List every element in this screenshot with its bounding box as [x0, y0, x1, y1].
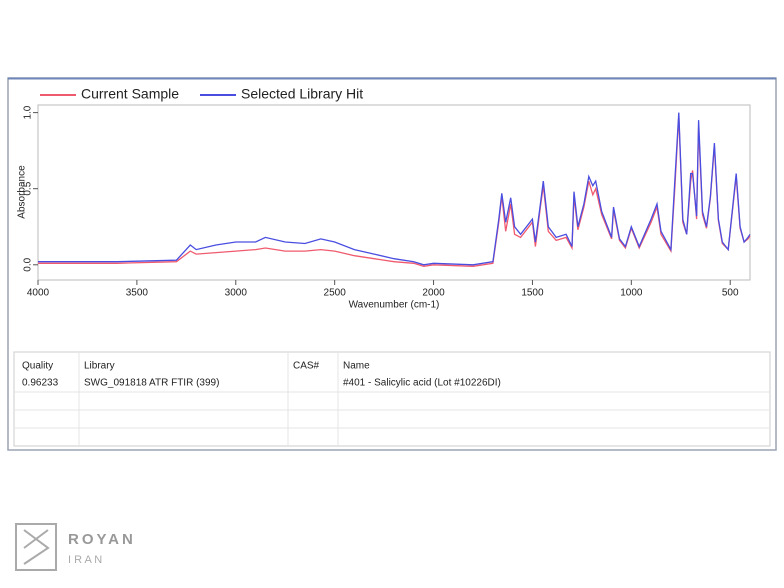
table-grid: [14, 352, 770, 446]
column-header: Quality: [22, 361, 53, 372]
x-tick-label: 3500: [126, 288, 149, 299]
x-tick-label: 500: [722, 288, 739, 299]
x-tick-label: 2500: [324, 288, 347, 299]
logo-glyph: [23, 529, 50, 565]
logo-icon: [15, 523, 57, 571]
logo-box: [15, 523, 57, 571]
x-tick-label: 3000: [225, 288, 248, 299]
legend-label: Current Sample: [81, 86, 179, 102]
column-header: Library: [84, 361, 115, 372]
legend-label: Selected Library Hit: [241, 86, 363, 102]
y-tick-label: 0.5: [23, 181, 34, 195]
plot-area: [37, 104, 751, 281]
x-tick-label: 2000: [422, 288, 445, 299]
logo-name: ROYAN: [68, 531, 136, 548]
column-header: Name: [343, 361, 370, 372]
spectrum-line: [38, 112, 751, 266]
column-header: CAS#: [293, 361, 320, 372]
table-cell[interactable]: 0.96233: [22, 378, 59, 389]
table-cell[interactable]: #401 - Salicylic acid (Lot #10226DI): [343, 378, 501, 389]
logo-country: I R A N: [68, 554, 102, 566]
x-tick-label: 4000: [27, 288, 50, 299]
y-tick-label: 0.0: [23, 257, 34, 271]
results-table: [13, 351, 771, 447]
x-axis-label: Wavenumber (cm-1): [349, 300, 440, 311]
x-tick-label: 1000: [620, 288, 643, 299]
x-tick-label: 1500: [521, 288, 544, 299]
table-cell[interactable]: SWG_091818 ATR FTIR (399): [84, 378, 219, 389]
y-axis-label: Absorbance: [17, 165, 28, 219]
y-tick-label: 1.0: [23, 105, 34, 119]
